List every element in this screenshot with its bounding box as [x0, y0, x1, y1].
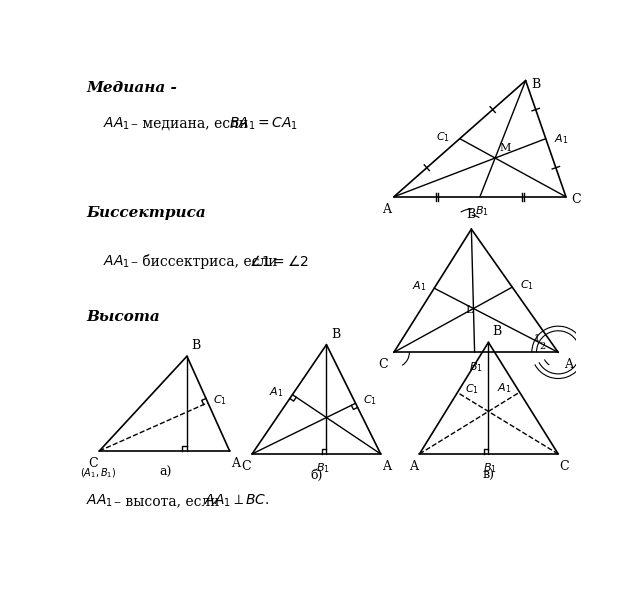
Text: б): б) [310, 469, 323, 482]
Text: C: C [241, 460, 251, 473]
Text: в): в) [483, 469, 495, 482]
Text: $AA_1$: $AA_1$ [103, 115, 130, 132]
Text: B: B [531, 78, 540, 91]
Text: $A_1$: $A_1$ [497, 381, 512, 395]
Text: – высота, если: – высота, если [114, 494, 220, 508]
Text: $B_1$: $B_1$ [316, 462, 330, 475]
Text: $BA_1 = CA_1$: $BA_1 = CA_1$ [229, 115, 298, 132]
Text: $A_1$: $A_1$ [412, 279, 426, 293]
Text: A: A [564, 359, 573, 371]
Text: 1: 1 [533, 334, 540, 343]
Text: A: A [381, 203, 390, 216]
Text: C: C [378, 359, 388, 371]
Text: $AA_1$: $AA_1$ [86, 493, 113, 509]
Text: Биссектриса: Биссектриса [86, 206, 206, 220]
Text: Медиана -: Медиана - [86, 81, 177, 94]
Text: $\angle 1 = \angle 2$: $\angle 1 = \angle 2$ [249, 254, 309, 269]
Text: A: A [383, 460, 392, 473]
Text: $C_1$: $C_1$ [213, 393, 227, 407]
Text: $B_1$: $B_1$ [469, 360, 483, 374]
Text: $B_1$: $B_1$ [483, 462, 497, 475]
Text: – медиана, если: – медиана, если [131, 116, 248, 131]
Text: L: L [465, 305, 472, 315]
Text: $A_1$: $A_1$ [554, 132, 569, 146]
Text: $C_1$: $C_1$ [436, 130, 451, 144]
Text: A: A [231, 457, 240, 470]
Text: B: B [492, 325, 502, 338]
Text: B: B [467, 208, 476, 222]
Text: C: C [559, 460, 569, 473]
Text: $AA_1$: $AA_1$ [103, 253, 130, 270]
Text: C: C [572, 192, 581, 206]
Text: $A_1$: $A_1$ [269, 386, 283, 399]
Text: M: M [499, 143, 510, 153]
Text: C: C [88, 457, 98, 470]
Text: A: A [409, 460, 418, 473]
Text: B: B [191, 339, 201, 352]
Text: $C_1$: $C_1$ [520, 278, 534, 292]
Text: $AA_1 \perp BC.$: $AA_1 \perp BC.$ [204, 493, 269, 509]
Text: – биссектриса, если: – биссектриса, если [131, 254, 278, 269]
Text: 2: 2 [540, 342, 546, 350]
Text: а): а) [159, 466, 172, 479]
Text: $(A_1,B_1)$: $(A_1,B_1)$ [79, 466, 116, 480]
Text: $B_1$: $B_1$ [474, 204, 488, 218]
Text: B: B [331, 328, 340, 341]
Text: Высота: Высота [86, 310, 160, 324]
Text: $C_1$: $C_1$ [362, 393, 376, 407]
Text: $C_1$: $C_1$ [465, 382, 479, 396]
